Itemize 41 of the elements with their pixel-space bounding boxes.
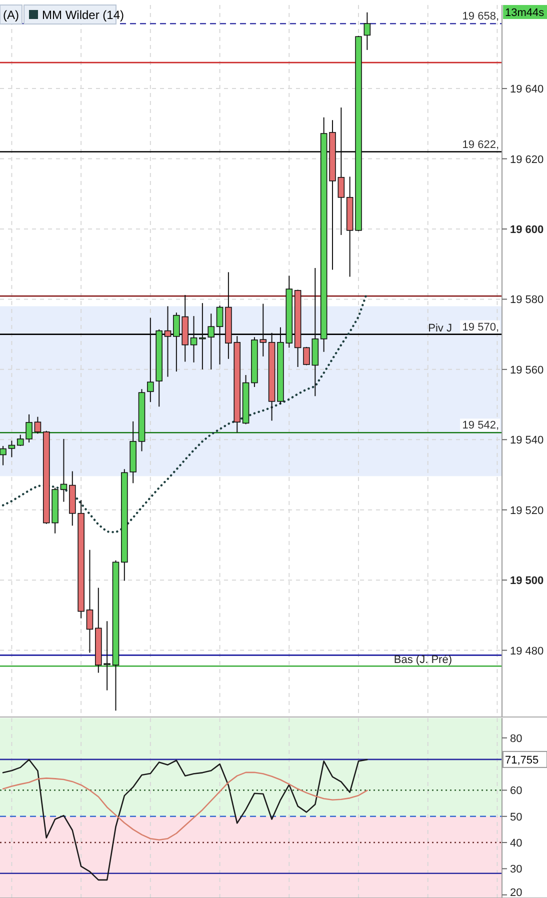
candlestick [86,549,94,654]
y-tick-label: 50 [510,811,522,824]
text: 13m44s [505,7,545,19]
annotation: 19 622, [462,138,499,151]
annotation: 19 542, [462,420,499,432]
ref-line-label: Bas (J. Pré) [394,654,452,666]
y-tick-label: 19 540 [510,434,544,447]
legend-label: MM Wilder (14) [42,8,124,22]
candlestick [0,445,6,466]
ref-line-label: 71,755 [505,754,539,766]
candlestick [216,305,224,366]
candlestick [199,302,206,370]
candlestick [303,346,310,366]
candlestick [164,306,172,378]
line-series [2,758,368,881]
y-tick-label: 19 580 [510,294,544,306]
candlestick [190,316,198,363]
y-tick-label: 20 [510,887,522,898]
line-series [2,772,368,841]
candlestick [34,416,42,434]
candlestick [364,12,371,50]
candlestick [147,317,154,403]
candlestick [8,440,16,458]
y-tick-label: 40 [510,838,522,850]
annotation: 19 570, [462,321,499,334]
annotation: 19 658, [462,10,499,23]
annotation: (A) [3,8,19,22]
y-tick-label: 19 500 [510,575,544,588]
y-tick-label: 19 480 [510,645,544,658]
y-tick-label: 80 [510,732,522,745]
ref-line-label: Piv J [428,322,452,334]
y-tick-label: 19 640 [510,84,544,96]
candlestick [208,313,215,370]
y-tick-label: 19 560 [510,364,544,376]
y-tick-label: 19 600 [510,224,544,236]
y-tick-label: 19 520 [510,504,544,517]
candlestick [338,107,345,236]
y-tick-label: 60 [510,785,522,798]
y-tick-label: 30 [510,864,522,876]
y-tick-label: 19 620 [510,154,544,166]
candlestick [60,438,68,502]
